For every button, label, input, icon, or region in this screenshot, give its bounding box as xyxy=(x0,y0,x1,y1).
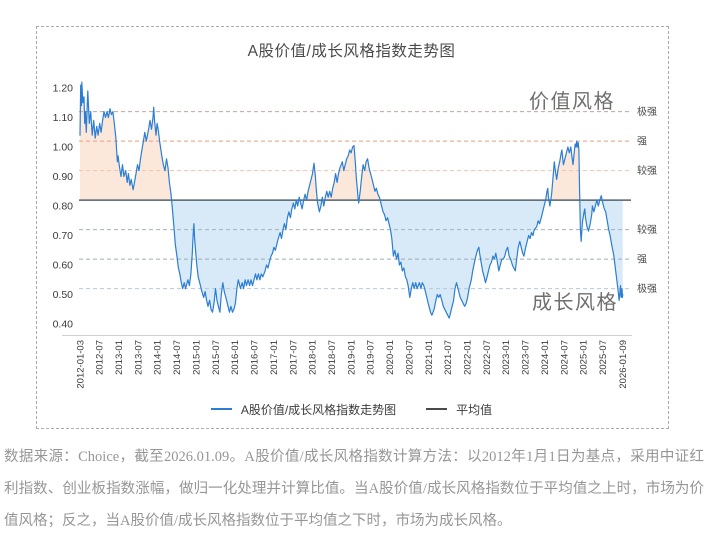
y-tick-label: 1.20 xyxy=(53,83,74,95)
source-note-text: 数据来源：Choice，截至2026.01.09。A股价值/成长风格指数计算方法… xyxy=(4,449,704,529)
x-tick-label: 2021-01 xyxy=(424,340,435,375)
x-tick-label: 2023-07 xyxy=(521,340,532,375)
chart-title: A股价值/成长风格指数走势图 xyxy=(247,43,456,60)
threshold-label: 强 xyxy=(637,254,647,266)
y-tick-label: 0.60 xyxy=(53,260,74,272)
x-tick-label: 2015-01 xyxy=(191,340,202,375)
x-tick-label: 2021-07 xyxy=(443,340,454,375)
x-tick-label: 2025-07 xyxy=(598,340,609,375)
x-tick-label: 2018-01 xyxy=(308,340,319,375)
x-tick-label: 2013-07 xyxy=(133,340,144,375)
x-tick-label: 2016-07 xyxy=(250,340,261,375)
x-tick-label: 2019-07 xyxy=(366,340,377,375)
x-tick-label: 2023-01 xyxy=(501,340,512,375)
x-tick-label: 2025-01 xyxy=(579,340,590,375)
x-tick-label: 2018-07 xyxy=(327,340,338,375)
legend-average-label: 平均值 xyxy=(456,402,493,417)
y-tick-label: 0.40 xyxy=(53,319,74,331)
x-tick-label: 2013-01 xyxy=(114,340,125,375)
x-tick-label: 2012-07 xyxy=(95,340,106,375)
threshold-label: 极强 xyxy=(637,282,657,295)
threshold-label: 极强 xyxy=(637,105,657,118)
y-tick-label: 1.10 xyxy=(53,112,74,124)
y-tick-label: 0.90 xyxy=(53,171,74,183)
average-line-marker-icon xyxy=(426,408,448,410)
series-line xyxy=(79,81,624,319)
growth-style-annotation: 成长风格 xyxy=(532,292,618,314)
x-tick-label: 2026-01-09 xyxy=(618,340,629,389)
x-tick-label: 2015-07 xyxy=(211,340,222,375)
y-tick-label: 0.80 xyxy=(53,201,74,213)
threshold-label: 较强 xyxy=(637,164,657,177)
chart-legend: A股价值/成长风格指数走势图 平均值 xyxy=(36,399,667,419)
chart-dashed-frame xyxy=(36,26,669,429)
x-tick-label: 2019-01 xyxy=(346,340,357,375)
series-line-marker-icon xyxy=(210,408,232,410)
x-tick-label: 2020-01 xyxy=(385,340,396,375)
legend-item-average: 平均值 xyxy=(426,401,492,418)
x-tick-label: 2022-01 xyxy=(462,340,473,375)
threshold-label: 强 xyxy=(637,136,647,148)
y-tick-label: 0.70 xyxy=(53,230,74,242)
threshold-label: 较强 xyxy=(637,223,657,236)
legend-item-series: A股价值/成长风格指数走势图 xyxy=(210,401,397,418)
x-tick-label: 2012-01-03 xyxy=(76,340,87,389)
x-tick-label: 2017-01 xyxy=(269,340,280,375)
x-tick-label: 2014-01 xyxy=(153,340,164,375)
x-tick-label: 2017-07 xyxy=(288,340,299,375)
x-tick-label: 2024-07 xyxy=(559,340,570,375)
x-tick-label: 2024-01 xyxy=(540,340,551,375)
x-tick-label: 2016-01 xyxy=(230,340,241,375)
legend-series-label: A股价值/成长风格指数走势图 xyxy=(240,402,397,417)
y-tick-label: 1.00 xyxy=(53,142,74,154)
x-tick-label: 2022-07 xyxy=(482,340,493,375)
y-tick-label: 0.50 xyxy=(53,289,74,301)
x-tick-label: 2014-07 xyxy=(172,340,183,375)
x-tick-label: 2020-07 xyxy=(404,340,415,375)
value-style-annotation: 价值风格 xyxy=(529,91,615,113)
